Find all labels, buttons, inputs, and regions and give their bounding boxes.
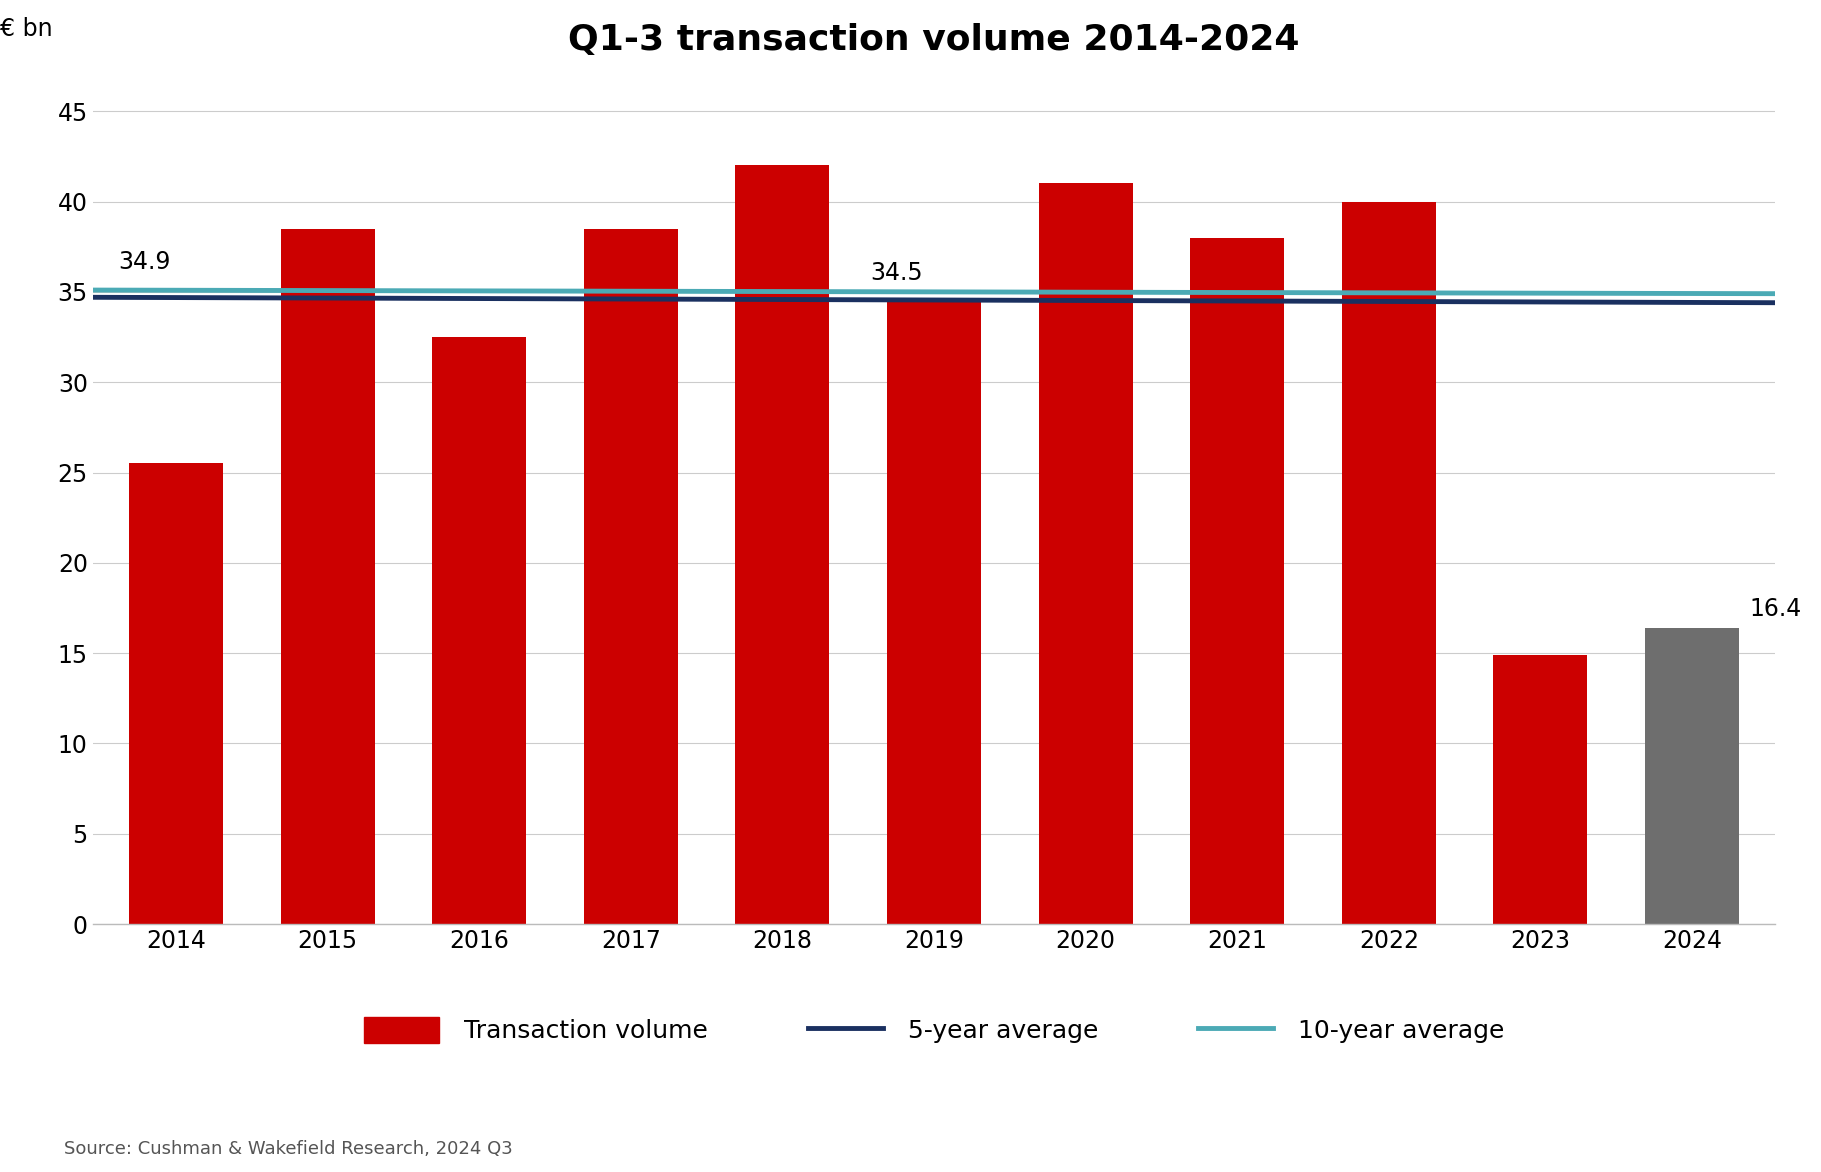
Text: 34.5: 34.5 [870,260,923,285]
Bar [1644,628,1739,925]
Bar [585,229,677,925]
Bar [432,338,526,925]
Bar [1342,202,1435,925]
Text: Source: Cushman & Wakefield Research, 2024 Q3: Source: Cushman & Wakefield Research, 20… [64,1140,512,1158]
Text: € bn: € bn [0,18,53,41]
Title: Q1-3 transaction volume 2014-2024: Q1-3 transaction volume 2014-2024 [568,23,1300,57]
Bar [129,463,222,925]
Bar [736,165,829,925]
Bar [280,229,375,925]
Bar [1038,184,1133,925]
Text: 34.9: 34.9 [118,250,171,274]
Bar [887,301,982,925]
Text: 16.4: 16.4 [1750,597,1801,621]
Legend: Transaction volume, 5-year average, 10-year average: Transaction volume, 5-year average, 10-y… [364,1017,1504,1043]
Bar [1493,655,1588,925]
Bar [1191,238,1284,925]
